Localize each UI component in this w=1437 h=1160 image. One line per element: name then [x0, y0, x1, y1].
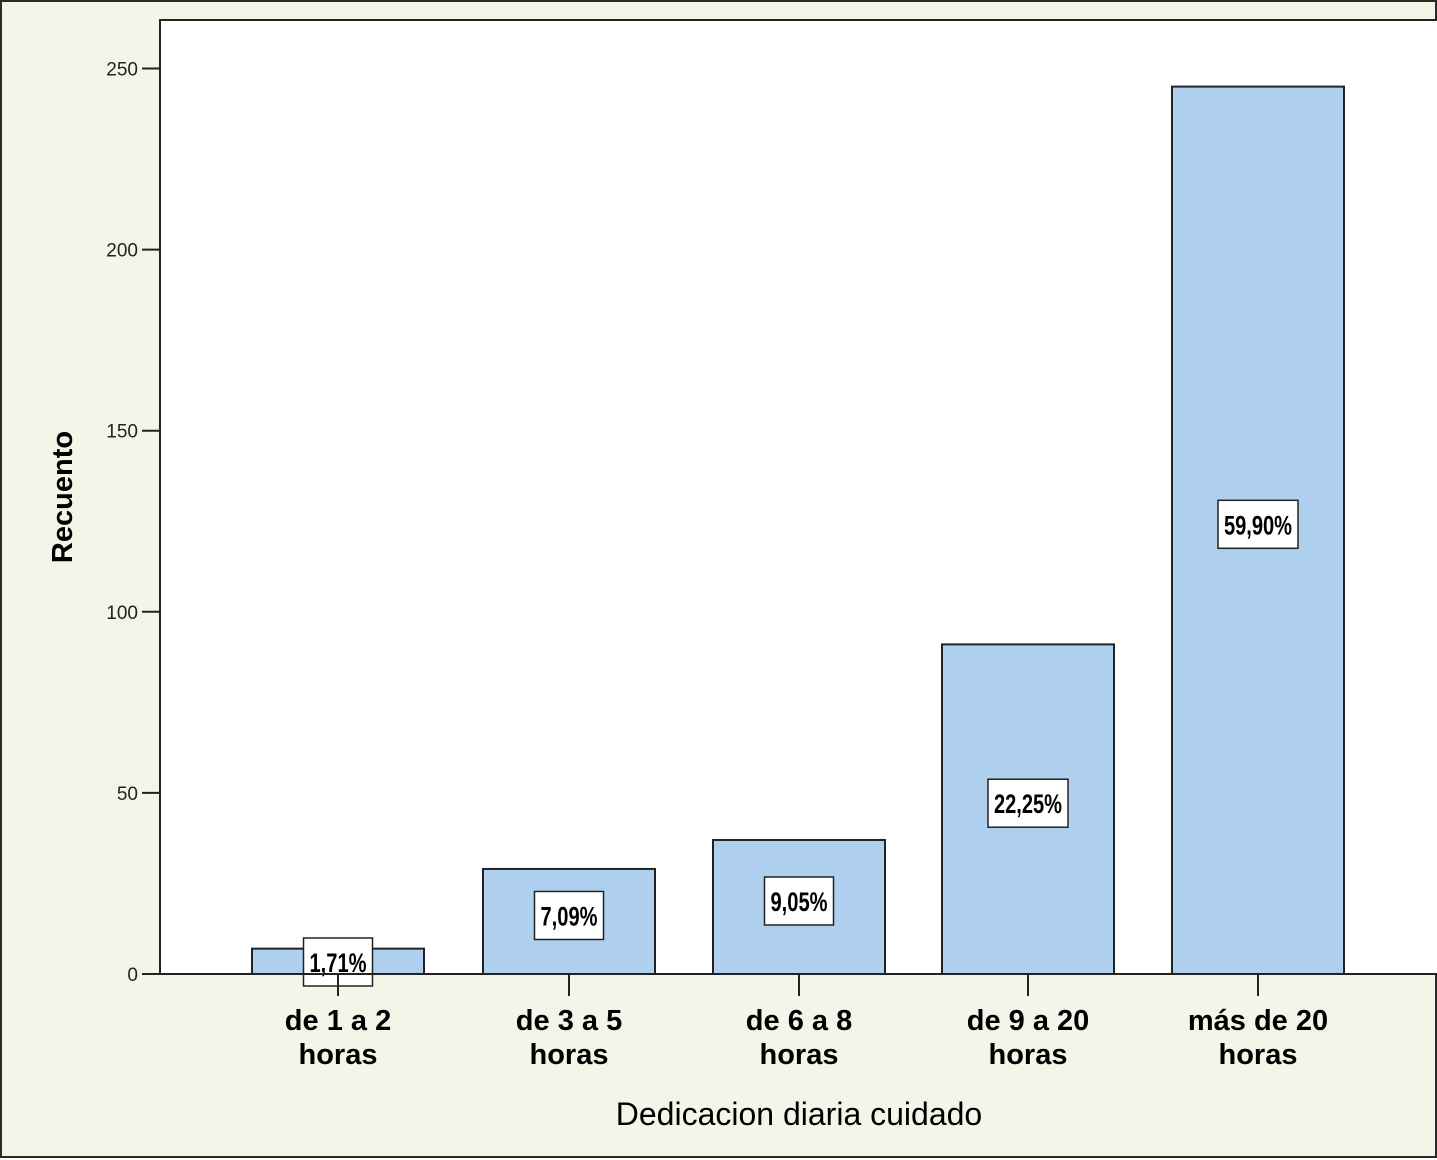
y-axis-title: Recuento — [47, 431, 79, 563]
data-label: 59,90% — [1217, 499, 1299, 550]
data-label-text: 7,09% — [541, 901, 598, 931]
x-category-label: de 9 a 20 horas — [967, 1005, 1090, 1071]
data-label-box — [533, 890, 605, 941]
x-axis-title: Dedicacion diaria cuidado — [616, 1096, 982, 1132]
data-label-text: 22,25% — [994, 789, 1062, 819]
data-label-text: 59,90% — [1224, 510, 1292, 540]
x-category-label-line: de 6 a 8 — [746, 1005, 852, 1037]
x-category-label-line: horas — [989, 1039, 1068, 1071]
data-label: 7,09% — [533, 890, 605, 941]
y-tick-label: 50 — [117, 784, 138, 805]
data-label: 22,25% — [987, 778, 1069, 828]
x-category-label-line: de 3 a 5 — [516, 1005, 622, 1037]
data-label: 9,05% — [763, 876, 835, 926]
x-category-label-line: más de 20 — [1188, 1005, 1328, 1037]
y-tick-label: 100 — [106, 603, 138, 624]
x-category-label: de 3 a 5 horas — [516, 1005, 622, 1071]
x-category-label-line: horas — [299, 1039, 378, 1071]
x-category-label-line: de 1 a 2 — [285, 1005, 391, 1037]
y-tick-label: 250 — [106, 60, 138, 81]
y-tick-label: 150 — [106, 422, 138, 443]
x-category-label-line: horas — [760, 1039, 839, 1071]
x-category-label-line: horas — [530, 1039, 609, 1071]
data-label-box — [763, 876, 835, 926]
data-label-text: 9,05% — [771, 887, 828, 917]
x-category-label-line: de 9 a 20 — [967, 1005, 1090, 1037]
x-category-label: de 6 a 8 horas — [746, 1005, 852, 1071]
y-tick-label: 0 — [127, 965, 138, 986]
data-label-box — [987, 778, 1069, 828]
x-category-label: de 1 a 2 horas — [285, 1005, 391, 1071]
y-tick-label: 200 — [106, 241, 138, 262]
x-category-label: más de 20 horas — [1188, 1005, 1328, 1071]
y-axis: 0 50 100 150 200 250 — [106, 60, 160, 986]
x-category-label-line: horas — [1219, 1039, 1298, 1071]
data-label-box — [1217, 499, 1299, 550]
